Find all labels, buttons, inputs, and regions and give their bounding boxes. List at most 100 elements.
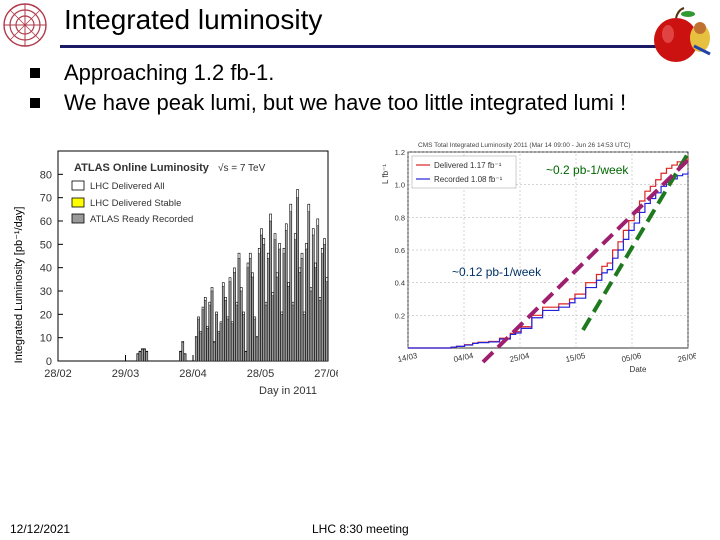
legend-swatch-delivered-all xyxy=(71,180,85,191)
atlas-bar-recorded xyxy=(273,239,277,362)
atlas-bar-recorded xyxy=(201,309,205,362)
atlas-y-tick-label: 50 xyxy=(40,239,52,251)
atlas-x-tick-label: 28/05 xyxy=(247,368,275,380)
footer-date: 12/12/2021 xyxy=(10,522,71,536)
atlas-bar-recorded xyxy=(237,258,241,362)
cms-lines xyxy=(408,156,689,349)
atlas-bar-recorded xyxy=(215,314,218,362)
atlas-bar-recorded xyxy=(235,304,238,362)
bullet-item: Approaching 1.2 fb-1. xyxy=(30,58,626,88)
atlas-x-tick-label: 28/04 xyxy=(179,368,207,380)
atlas-luminosity-chart: Integrated Luminosity [pb⁻¹/day] 0 10 20 30… xyxy=(13,150,338,397)
atlas-bar-recorded xyxy=(294,239,297,362)
apple-icon xyxy=(654,7,711,62)
atlas-bar-recorded xyxy=(289,211,292,362)
cern-logo-icon xyxy=(3,3,47,47)
slope-line-green xyxy=(581,148,692,332)
cms-y-tick-label: 0.6 xyxy=(395,246,405,255)
atlas-bar-recorded xyxy=(249,258,252,362)
atlas-bar-recorded xyxy=(199,332,202,362)
atlas-y-tick-label: 60 xyxy=(40,216,52,228)
atlas-y-axis-label: Integrated Luminosity [pb⁻¹/day] xyxy=(13,207,25,364)
atlas-bar-recorded xyxy=(323,244,326,362)
atlas-bar-recorded xyxy=(305,248,308,362)
atlas-bar-recorded xyxy=(181,342,184,362)
legend-swatch-delivered-stable xyxy=(71,197,85,208)
atlas-bar-recorded xyxy=(195,337,198,362)
atlas-y-tick-label: 80 xyxy=(40,169,52,181)
cms-y-tick-label: 0.2 xyxy=(395,311,405,320)
atlas-bar-recorded xyxy=(267,258,270,362)
atlas-bar-recorded xyxy=(217,332,220,362)
cms-x-tick-label: 15/05 xyxy=(565,351,587,364)
cms-legend-label-delivered: Delivered 1.17 fb⁻¹ xyxy=(434,161,502,170)
atlas-bar-recorded xyxy=(276,276,279,362)
atlas-bar-recorded xyxy=(136,353,139,362)
atlas-y-tick-label: 20 xyxy=(40,309,52,321)
bullet-item: We have peak lumi, but we have too littl… xyxy=(30,88,626,118)
bullet-marker xyxy=(30,68,40,78)
atlas-bar-recorded xyxy=(179,351,182,362)
atlas-x-axis-label: Day in 2011 xyxy=(259,385,317,397)
atlas-ticks: 0 10 20 30 40 50 60 70 80 28/02 29/03 28/04 28/05 27/… xyxy=(40,169,338,380)
atlas-bar-recorded xyxy=(204,300,207,362)
atlas-bar-recorded xyxy=(246,267,250,362)
atlas-bar-recorded xyxy=(233,272,236,362)
legend-swatch-ready-recorded xyxy=(71,213,85,224)
atlas-bar-recorded xyxy=(138,351,142,362)
cms-y-tick-label: 0.4 xyxy=(395,279,405,288)
atlas-bar-recorded xyxy=(298,272,301,362)
cms-x-tick-label: 25/04 xyxy=(509,351,531,364)
atlas-bar-recorded xyxy=(318,300,322,362)
atlas-bar-recorded xyxy=(260,234,263,362)
atlas-bar-recorded xyxy=(258,253,261,362)
atlas-bar-recorded xyxy=(141,349,144,362)
atlas-bar-recorded xyxy=(228,281,232,362)
atlas-bar-recorded xyxy=(197,318,200,362)
cms-x-tick-label: 05/06 xyxy=(621,351,643,364)
atlas-bar-recorded xyxy=(280,314,283,362)
atlas-bar-recorded xyxy=(307,211,310,362)
atlas-bar-recorded xyxy=(278,248,281,362)
atlas-bar-recorded xyxy=(314,267,317,362)
atlas-bar-recorded xyxy=(226,318,229,362)
atlas-bar-recorded xyxy=(244,351,247,362)
cms-chart-title: CMS Total Integrated Luminosity 2011 (Ma… xyxy=(418,142,631,149)
bullet-text: We have peak lumi, but we have too littl… xyxy=(64,90,627,115)
atlas-bar-recorded xyxy=(316,225,319,362)
atlas-chart-title: ATLAS Online Luminosity xyxy=(74,162,210,174)
atlas-bar-recorded xyxy=(321,253,324,362)
atlas-bar-recorded xyxy=(222,286,225,362)
atlas-bar-recorded xyxy=(303,314,306,362)
legend-label-ready-recorded: ATLAS Ready Recorded xyxy=(90,214,193,225)
cms-x-tick-label: 14/03 xyxy=(397,351,419,364)
atlas-y-tick-label: 0 xyxy=(46,356,52,368)
atlas-y-tick-label: 40 xyxy=(40,263,52,275)
atlas-bar-recorded xyxy=(145,351,148,362)
atlas-y-tick-label: 10 xyxy=(40,333,52,345)
atlas-bar-recorded xyxy=(287,286,290,362)
atlas-bar-recorded xyxy=(242,314,245,362)
atlas-bar-recorded xyxy=(213,342,216,362)
footer-meeting: LHC 8:30 meeting xyxy=(312,522,409,536)
legend-label-delivered-all: LHC Delivered All xyxy=(90,181,164,192)
cms-x-tick-label: 26/06 xyxy=(677,351,696,364)
atlas-bar-recorded xyxy=(183,353,187,362)
atlas-y-tick-label: 30 xyxy=(40,286,52,298)
atlas-bar-recorded xyxy=(231,323,234,362)
atlas-bar-recorded xyxy=(271,295,274,362)
bullet-list: Approaching 1.2 fb-1. We have peak lumi,… xyxy=(30,58,626,118)
bullet-marker xyxy=(30,98,40,108)
atlas-bar-recorded xyxy=(291,304,295,362)
cms-series-recorded xyxy=(408,171,689,349)
bullet-text: Approaching 1.2 fb-1. xyxy=(64,60,275,85)
annotation-rate-low: ~0.12 pb-1/week xyxy=(452,265,542,279)
atlas-bar-recorded xyxy=(296,197,299,362)
atlas-bar-recorded xyxy=(143,349,146,362)
cms-y-tick-label: 1.2 xyxy=(395,148,405,157)
atlas-bar-recorded xyxy=(255,337,259,362)
cms-x-axis-label: Date xyxy=(630,365,647,374)
cms-legend-box xyxy=(411,155,517,189)
atlas-bar-recorded xyxy=(264,304,268,362)
atlas-x-tick-label: 27/06 xyxy=(314,368,338,380)
